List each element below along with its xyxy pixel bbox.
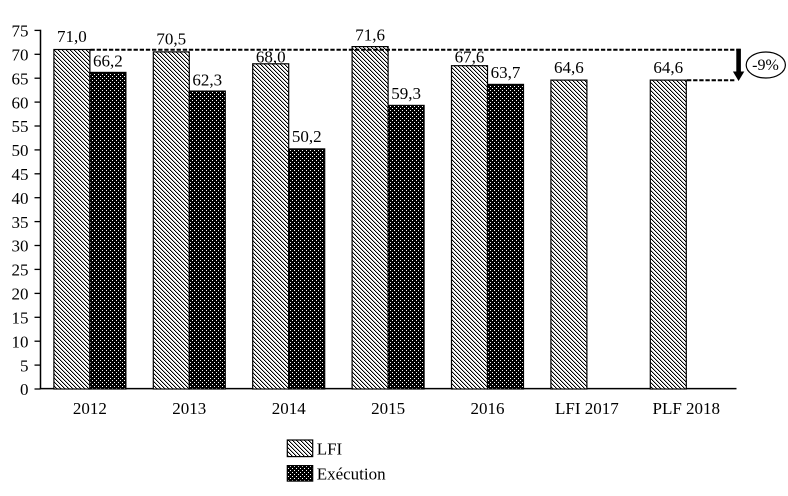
- svg-text:68,0: 68,0: [256, 47, 286, 66]
- svg-text:30: 30: [12, 237, 29, 256]
- svg-text:40: 40: [12, 189, 29, 208]
- svg-text:25: 25: [12, 261, 29, 280]
- svg-text:59,3: 59,3: [391, 84, 421, 103]
- svg-text:2014: 2014: [272, 399, 307, 418]
- svg-text:LFI: LFI: [317, 440, 343, 459]
- svg-text:50: 50: [12, 141, 29, 160]
- svg-text:66,2: 66,2: [93, 51, 123, 70]
- svg-text:50,2: 50,2: [292, 127, 322, 146]
- svg-text:Exécution: Exécution: [317, 465, 386, 484]
- svg-text:45: 45: [12, 165, 29, 184]
- svg-text:70: 70: [12, 46, 29, 65]
- svg-text:62,3: 62,3: [192, 70, 222, 89]
- svg-text:LFI 2017: LFI 2017: [555, 399, 619, 418]
- svg-text:65: 65: [12, 69, 29, 88]
- svg-text:20: 20: [12, 285, 29, 304]
- svg-text:2016: 2016: [471, 399, 505, 418]
- svg-text:70,5: 70,5: [156, 30, 186, 49]
- svg-text:55: 55: [12, 117, 29, 136]
- svg-text:2012: 2012: [73, 399, 107, 418]
- svg-text:PLF 2018: PLF 2018: [653, 399, 721, 418]
- svg-text:-9%: -9%: [752, 57, 779, 74]
- svg-text:64,6: 64,6: [653, 58, 683, 77]
- svg-text:71,0: 71,0: [57, 27, 87, 46]
- svg-text:2015: 2015: [371, 399, 405, 418]
- svg-text:63,7: 63,7: [491, 63, 521, 82]
- svg-text:60: 60: [12, 93, 29, 112]
- svg-text:15: 15: [12, 309, 29, 328]
- svg-text:64,6: 64,6: [554, 58, 584, 77]
- svg-text:5: 5: [20, 356, 29, 375]
- svg-text:35: 35: [12, 213, 29, 232]
- svg-text:0: 0: [20, 380, 29, 399]
- svg-text:71,6: 71,6: [355, 25, 385, 44]
- svg-text:2013: 2013: [172, 399, 206, 418]
- svg-text:75: 75: [12, 22, 29, 41]
- svg-text:67,6: 67,6: [455, 48, 485, 67]
- svg-text:10: 10: [12, 332, 29, 351]
